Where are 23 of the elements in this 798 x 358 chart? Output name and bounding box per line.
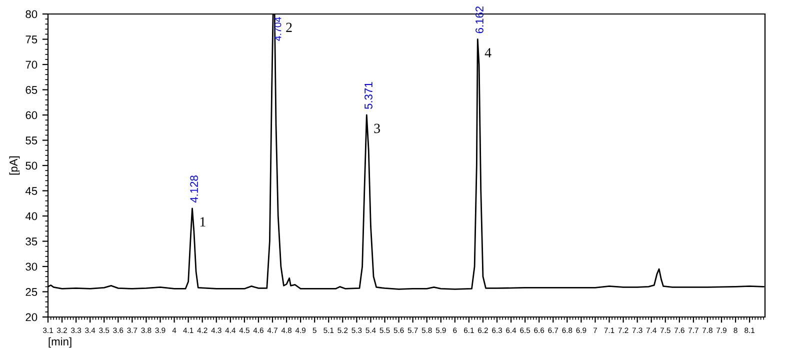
annotation: 4 — [484, 48, 492, 58]
annotation: 2 — [286, 22, 292, 32]
annotation: 5.371 — [364, 82, 372, 109]
y-axis-title: [pA] — [9, 156, 20, 175]
x-axis-title: [min] — [48, 337, 72, 348]
y-tick-label: 40 — [25, 212, 38, 220]
annotation: 4.704 — [274, 17, 282, 41]
y-tick-label: 35 — [26, 238, 38, 246]
y-tick-label: 80 — [26, 10, 38, 18]
y-tick-label: 25 — [26, 288, 38, 296]
annotation: 1 — [200, 217, 206, 226]
y-tick-label: 70 — [26, 60, 38, 69]
y-tick-label: 30 — [26, 262, 38, 271]
y-tick-label: 45 — [25, 187, 38, 195]
y-tick-label: 60 — [26, 111, 38, 120]
y-tick-label: 65 — [26, 86, 38, 94]
y-tick-label: 20 — [26, 313, 38, 322]
annotation: 4.128 — [190, 176, 198, 203]
y-tick-label: 50 — [26, 162, 38, 170]
y-tick-label: 75 — [26, 36, 38, 44]
annotation: 3 — [374, 124, 380, 134]
annotation: 6.162 — [476, 6, 484, 34]
y-tick-label: 55 — [26, 136, 38, 144]
